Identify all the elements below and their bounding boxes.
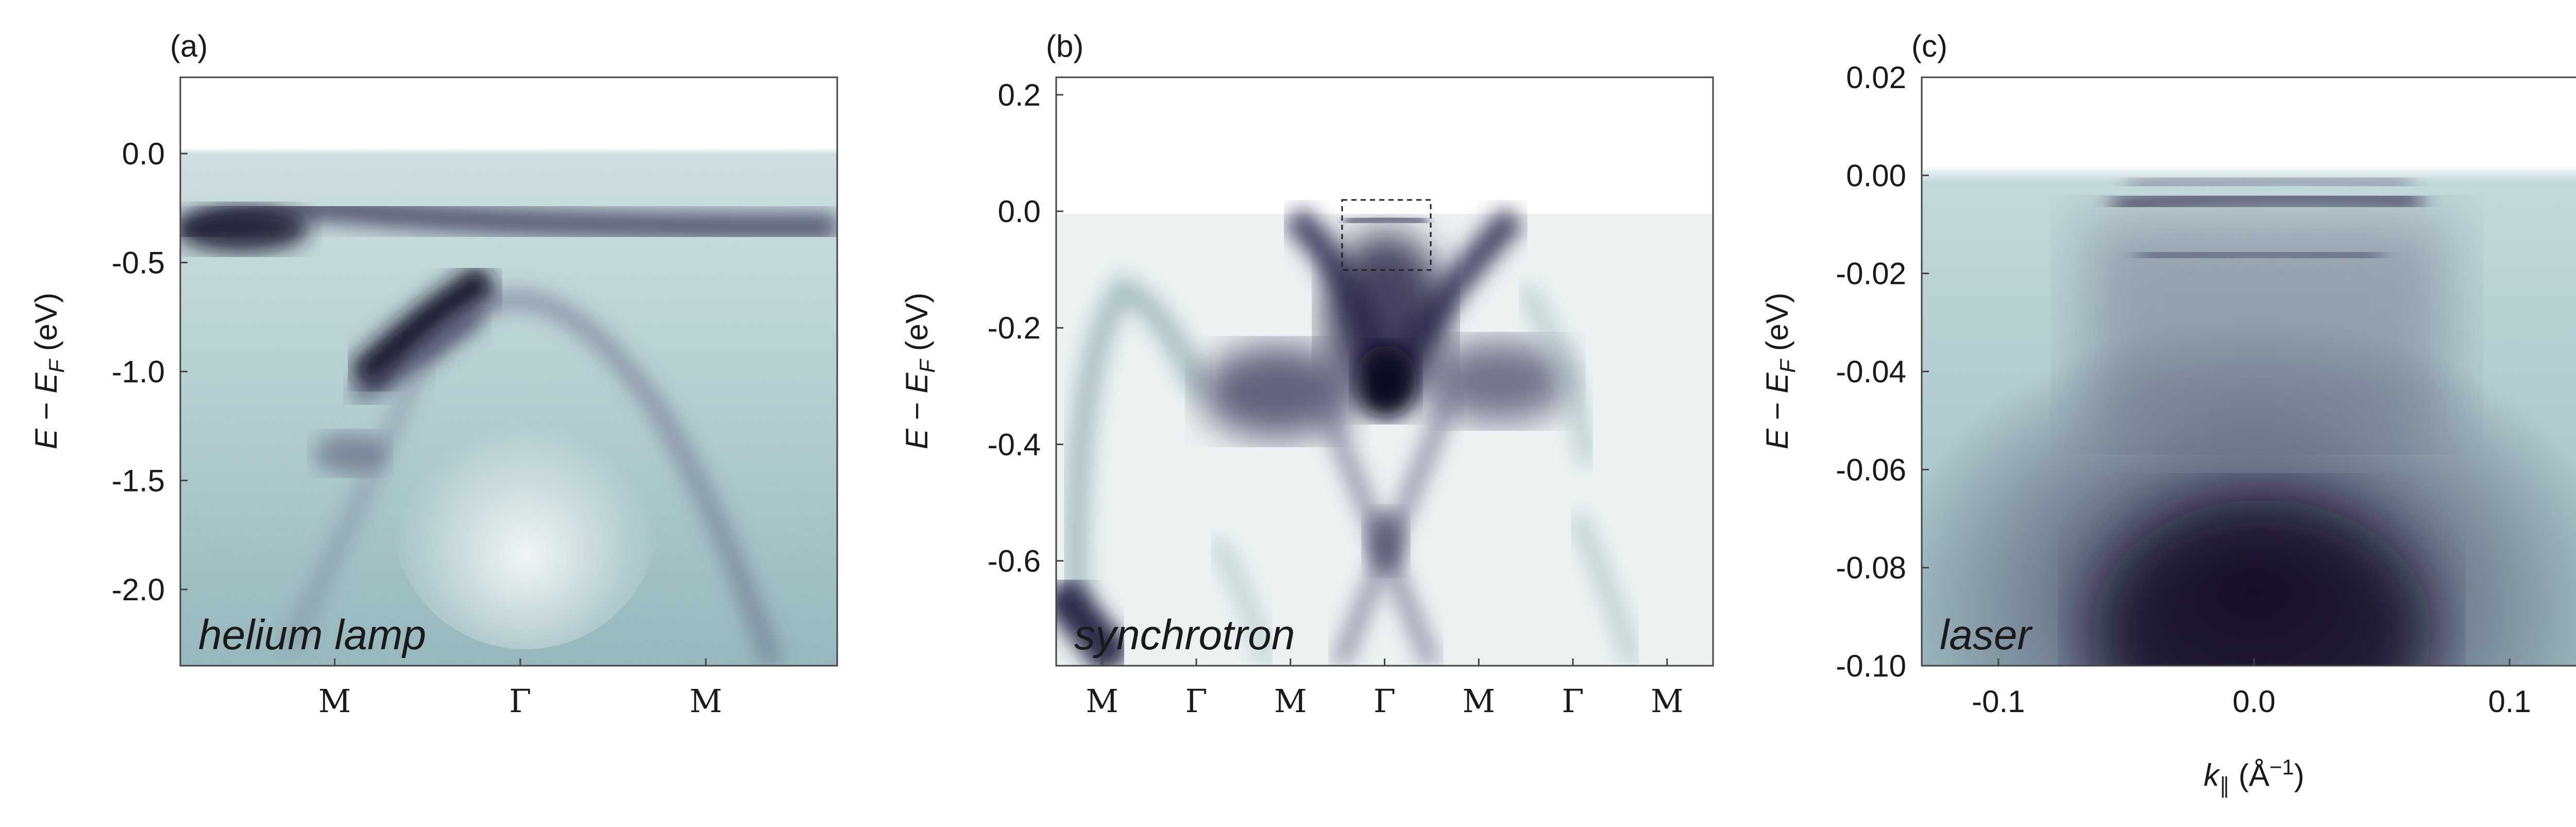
- panel-a-label: (a): [170, 29, 208, 63]
- x-tick-label: 0.0: [2232, 684, 2275, 719]
- x-tick-label: M: [1651, 682, 1683, 720]
- x-tick-label: 0.1: [2488, 684, 2531, 719]
- y-tick-label: 0.0: [122, 137, 165, 171]
- y-tick-label: -0.02: [1836, 257, 1906, 291]
- y-tick-label: 0.0: [998, 194, 1041, 229]
- x-tick-label: Γ: [1185, 682, 1207, 720]
- y-tick-label: -0.5: [112, 246, 165, 280]
- x-tick-label: M: [1463, 682, 1495, 720]
- panel-b-label: (b): [1046, 29, 1083, 63]
- x-tick-label: M: [1086, 682, 1118, 720]
- y-tick-label: -0.4: [988, 427, 1041, 462]
- x-tick-label: Γ: [1374, 682, 1396, 720]
- panel-a-y-ticks: 0.0 -0.5 -1.0 -1.5 -2.0: [112, 137, 188, 607]
- panel-c-y-ticks: 0.02 0.00 -0.02 -0.04 -0.06 -0.08 -0.10: [1836, 60, 1929, 683]
- panel-c-x-ticks: -0.1 0.0 0.1: [1972, 659, 2531, 719]
- y-tick-label: 0.2: [998, 78, 1041, 112]
- y-tick-label: -0.06: [1836, 452, 1906, 487]
- panel-a-source-label: helium lamp: [198, 612, 426, 659]
- y-tick-label: -1.5: [112, 463, 165, 498]
- panel-b-y-axis-label: E − EF (eV): [900, 293, 939, 449]
- x-tick-label: -0.1: [1972, 684, 2025, 719]
- y-tick-label: 0.02: [1846, 60, 1906, 95]
- x-tick-label: M: [1274, 682, 1307, 720]
- panel-b-source-label: synchrotron: [1074, 612, 1295, 659]
- panel-b-y-ticks: 0.2 0.0 -0.2 -0.4 -0.6: [988, 78, 1063, 578]
- y-tick-label: -0.08: [1836, 551, 1906, 585]
- x-tick-label: M: [689, 682, 722, 720]
- panel-c: (c) 0.02 0.00 -0.02 -0.04 -0.06 -0.08 -0.10 -0…: [1760, 29, 2576, 798]
- panel-b-heatmap: [1056, 77, 1713, 666]
- panel-c-heatmap: [1922, 77, 2576, 666]
- panel-c-source-label: laser: [1940, 612, 2033, 659]
- y-tick-label: -2.0: [112, 572, 165, 607]
- x-tick-label: M: [318, 682, 351, 720]
- y-tick-label: -0.10: [1836, 649, 1906, 683]
- panel-b: (b) 0.2 0.0 -0.2 -0.4 -0.6 M Γ M Γ M Γ M E − EF (e…: [900, 29, 1714, 720]
- panel-c-label: (c): [1911, 29, 1947, 63]
- y-tick-label: -0.04: [1836, 355, 1906, 389]
- panel-c-x-axis-label: k∥ (Å−1): [2204, 755, 2304, 798]
- x-tick-label: Γ: [509, 682, 531, 720]
- panel-a-heatmap: [180, 77, 837, 666]
- y-tick-label: -0.2: [988, 311, 1041, 345]
- y-tick-label: -0.6: [988, 544, 1041, 578]
- y-tick-label: 0.00: [1846, 158, 1906, 193]
- x-tick-label: Γ: [1562, 682, 1584, 720]
- panel-b-dashed-box: [1341, 199, 1432, 271]
- panel-c-y-axis-label: E − EF (eV): [1760, 293, 1800, 449]
- y-tick-label: -1.0: [112, 355, 165, 389]
- panel-a-y-axis-label: E − EF (eV): [29, 293, 69, 449]
